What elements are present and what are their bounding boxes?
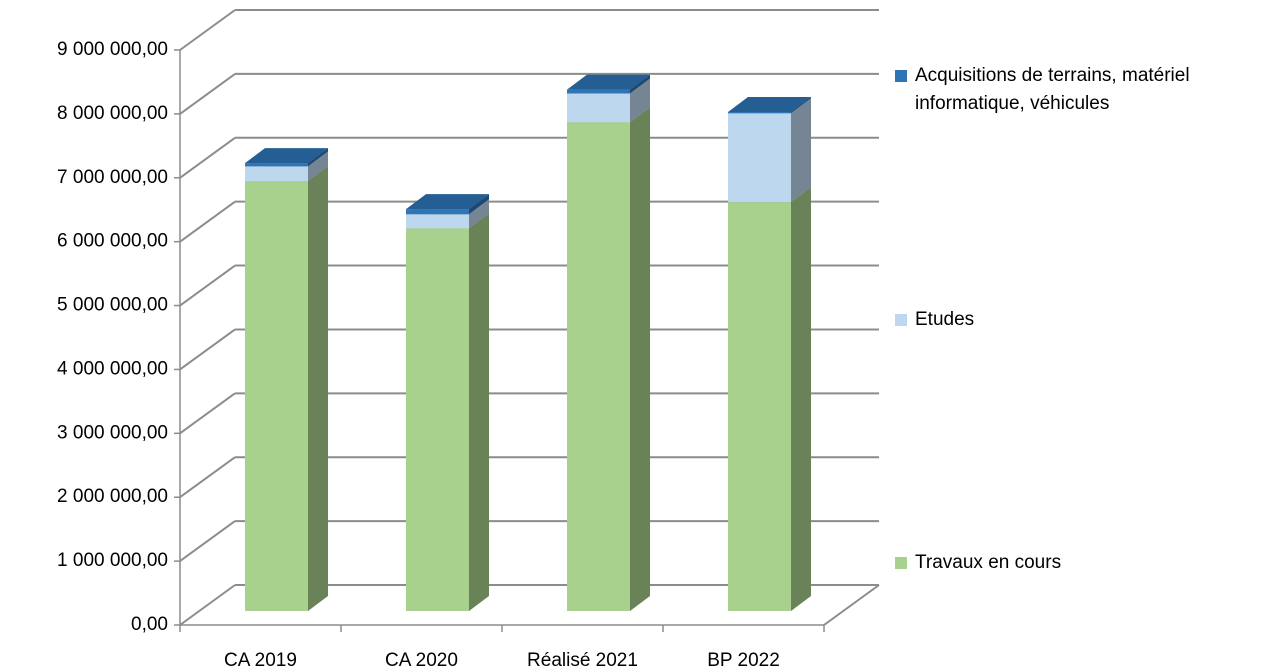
bar-segment <box>406 213 489 612</box>
bar-side <box>308 166 328 611</box>
bar-side <box>469 213 489 612</box>
bar-segment <box>245 166 328 611</box>
x-tick-label: CA 2020 <box>385 650 458 671</box>
bar-top <box>567 74 650 90</box>
y-tick-label: 8 000 000,00 <box>57 103 168 124</box>
bar-side <box>630 107 650 611</box>
bar-top <box>245 148 328 164</box>
grid-line-side <box>179 392 236 435</box>
bar-front <box>245 163 308 167</box>
legend-label: Travaux en cours <box>915 552 1062 573</box>
bar-segment <box>567 107 650 611</box>
grid-line-side <box>179 520 236 562</box>
floor-edge <box>823 584 880 626</box>
y-tick-label: 0,00 <box>131 614 168 635</box>
legend-entry: Etudes <box>895 306 1275 334</box>
bar-side <box>469 194 489 215</box>
bar-front <box>728 112 791 114</box>
y-tick-label: 3 000 000,00 <box>57 422 168 443</box>
bar-side <box>308 151 328 182</box>
y-tick-label: 6 000 000,00 <box>57 231 168 252</box>
bar-side <box>791 98 811 203</box>
grid-line-side <box>179 264 236 307</box>
bar-front <box>728 113 791 203</box>
grid-line-side <box>179 200 236 243</box>
bar-front <box>406 209 469 215</box>
legend-swatch <box>895 557 907 569</box>
bar-side <box>791 97 811 114</box>
x-tick-label: Réalisé 2021 <box>527 650 638 671</box>
bar-segment <box>567 74 650 94</box>
legend-label: Acquisitions de terrains, matériel infor… <box>915 65 1190 114</box>
x-tick-label: CA 2019 <box>224 650 297 671</box>
bar-front <box>406 228 469 612</box>
bar-segment <box>406 194 489 215</box>
bar-front <box>245 181 308 611</box>
bar-side <box>630 74 650 94</box>
legend-label: Etudes <box>915 309 975 330</box>
bar-side <box>469 199 489 229</box>
bar-segment <box>245 148 328 167</box>
bar-front <box>406 214 469 229</box>
grid-line-side <box>179 456 236 499</box>
bar-segment <box>728 98 811 203</box>
bar-segment <box>728 187 811 611</box>
grid-line-side <box>179 328 236 371</box>
x-tick-label: BP 2022 <box>707 650 780 671</box>
bar-front <box>567 89 630 94</box>
grid-line-side <box>179 136 236 179</box>
legend-swatch <box>895 70 907 82</box>
y-tick-label: 4 000 000,00 <box>57 358 168 379</box>
legend-swatch <box>895 314 907 326</box>
bar-segment <box>728 97 811 114</box>
y-tick-label: 2 000 000,00 <box>57 486 168 507</box>
grid-line-side <box>179 73 236 115</box>
y-tick-label: 5 000 000,00 <box>57 295 168 316</box>
grid-line-side <box>179 9 236 51</box>
bar-front <box>567 122 630 611</box>
legend-entry: Acquisitions de terrains, matériel infor… <box>895 62 1275 118</box>
legend-entry: Travaux en cours <box>895 549 1275 577</box>
y-tick-label: 1 000 000,00 <box>57 550 168 571</box>
y-tick-label: 7 000 000,00 <box>57 167 168 188</box>
bar-top <box>406 194 489 210</box>
bar-front <box>245 166 308 182</box>
bar-side <box>791 187 811 611</box>
bar-top <box>728 97 811 113</box>
bar-side <box>630 78 650 123</box>
bar-front <box>728 202 791 611</box>
bar-side <box>308 148 328 167</box>
y-tick-label: 9 000 000,00 <box>57 39 168 60</box>
grid-line-side <box>179 584 236 626</box>
bar-front <box>567 93 630 123</box>
